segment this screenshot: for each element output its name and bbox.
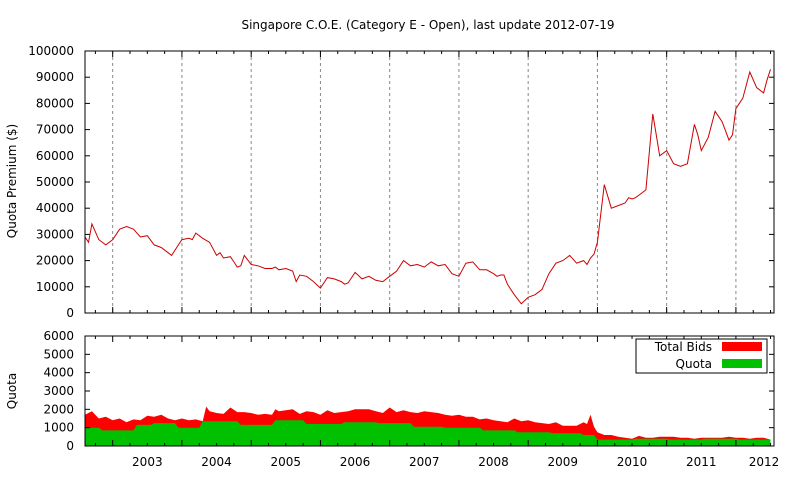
legend-label-quota: Quota: [676, 357, 712, 371]
chart-title: Singapore C.O.E. (Category E - Open), la…: [241, 18, 614, 32]
premium-panel: Quota Premium ($) 0 10000 20000 30000 40000 5…: [5, 44, 775, 320]
premium-y-tick-label: 20000: [36, 254, 74, 268]
x-tick-label: 2010: [617, 455, 648, 469]
premium-y-tick-label: 60000: [36, 149, 74, 163]
x-tick-label: 2011: [686, 455, 717, 469]
quota-panel: Quota 0 1000 2000 3000 4000 5000 6000 Total Bi…: [5, 329, 775, 453]
x-tick-label: 2003: [132, 455, 163, 469]
premium-y-tick-label: 100000: [28, 44, 74, 58]
premium-y-tick-label: 0: [66, 306, 74, 320]
legend-label-total-bids: Total Bids: [654, 340, 712, 354]
quota-y-tick-label: 6000: [43, 329, 74, 343]
premium-y-tick-label: 50000: [36, 175, 74, 189]
quota-y-axis-label: Quota: [5, 373, 19, 409]
legend-swatch-total-bids: [722, 342, 762, 351]
quota-plot-frame: [84, 335, 775, 447]
quota-y-tick-label: 5000: [43, 347, 74, 361]
x-tick-label: 2012: [749, 455, 780, 469]
premium-y-tick-label: 70000: [36, 123, 74, 137]
premium-y-tick-label: 30000: [36, 227, 74, 241]
quota-area: [85, 420, 771, 446]
premium-y-tick-label: 40000: [36, 201, 74, 215]
premium-y-tick-label: 80000: [36, 96, 74, 110]
quota-y-tick-label: 4000: [43, 366, 74, 380]
premium-series-line: [84, 69, 771, 305]
legend-swatch-quota: [722, 359, 762, 368]
quota-y-tick-label: 2000: [43, 402, 74, 416]
legend: Total Bids Quota: [635, 338, 768, 374]
premium-plot-frame: [84, 50, 775, 314]
quota-y-tick-label: 1000: [43, 421, 74, 435]
quota-y-tick-label: 0: [66, 439, 74, 453]
x-tick-label: 2007: [409, 455, 440, 469]
premium-y-tick-label: 10000: [36, 280, 74, 294]
premium-y-tick-label: 90000: [36, 70, 74, 84]
x-tick-label: 2005: [271, 455, 302, 469]
x-tick-label: 2006: [340, 455, 371, 469]
x-tick-label: 2004: [201, 455, 232, 469]
x-tick-label: 2009: [548, 455, 579, 469]
quota-y-tick-label: 3000: [43, 384, 74, 398]
x-tick-label: 2008: [478, 455, 509, 469]
premium-y-axis-label: Quota Premium ($): [5, 124, 19, 238]
